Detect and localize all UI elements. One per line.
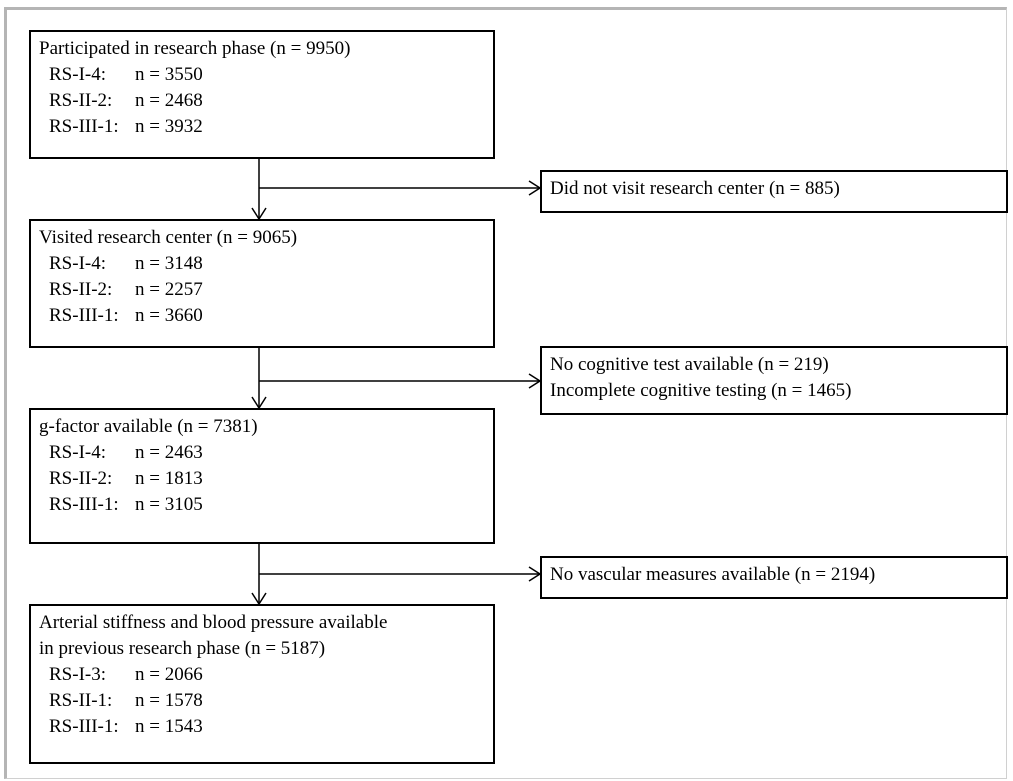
- box-cognitive-line1: No cognitive test available (n = 219): [550, 354, 829, 375]
- box-no-visit: Did not visit research center (n = 885): [540, 170, 1008, 213]
- box-arterial-title-line2: in previous research phase (n = 5187): [39, 638, 326, 659]
- box-participated-row: RS-II-2: n = 2468: [49, 90, 203, 111]
- box-gfactor-row: RS-I-4: n = 2463: [49, 442, 203, 463]
- box-participated-row: RS-I-4: n = 3550: [49, 64, 203, 85]
- box-visited-row: RS-III-1: n = 3660: [49, 305, 203, 326]
- box-no-visit-text: Did not visit research center (n = 885): [550, 178, 840, 199]
- box-cognitive-exclusion: No cognitive test available (n = 219) In…: [540, 346, 1008, 415]
- box-visited: Visited research center (n = 9065) RS-I-…: [29, 219, 495, 348]
- box-visited-title: Visited research center (n = 9065): [39, 227, 298, 248]
- box-gfactor-row: RS-III-1: n = 3105: [49, 494, 203, 515]
- box-arterial-row: RS-I-3: n = 2066: [49, 664, 203, 685]
- box-cognitive-line2: Incomplete cognitive testing (n = 1465): [550, 380, 852, 401]
- box-gfactor-row: RS-II-2: n = 1813: [49, 468, 203, 489]
- box-visited-row: RS-II-2: n = 2257: [49, 279, 203, 300]
- box-arterial-row: RS-III-1: n = 1543: [49, 716, 203, 737]
- box-participated-row: RS-III-1: n = 3932: [49, 116, 203, 137]
- box-gfactor: g-factor available (n = 7381) RS-I-4: n =…: [29, 408, 495, 544]
- box-arterial: Arterial stiffness and blood pressure av…: [29, 604, 495, 764]
- box-vascular-exclusion: No vascular measures available (n = 2194…: [540, 556, 1008, 599]
- box-vascular-text: No vascular measures available (n = 2194…: [550, 564, 876, 585]
- box-visited-row: RS-I-4: n = 3148: [49, 253, 203, 274]
- box-arterial-title-line1: Arterial stiffness and blood pressure av…: [39, 612, 388, 633]
- box-participated: Participated in research phase (n = 9950…: [29, 30, 495, 159]
- box-arterial-row: RS-II-1: n = 1578: [49, 690, 203, 711]
- box-gfactor-title: g-factor available (n = 7381): [39, 416, 258, 437]
- box-participated-title: Participated in research phase (n = 9950…: [39, 38, 351, 59]
